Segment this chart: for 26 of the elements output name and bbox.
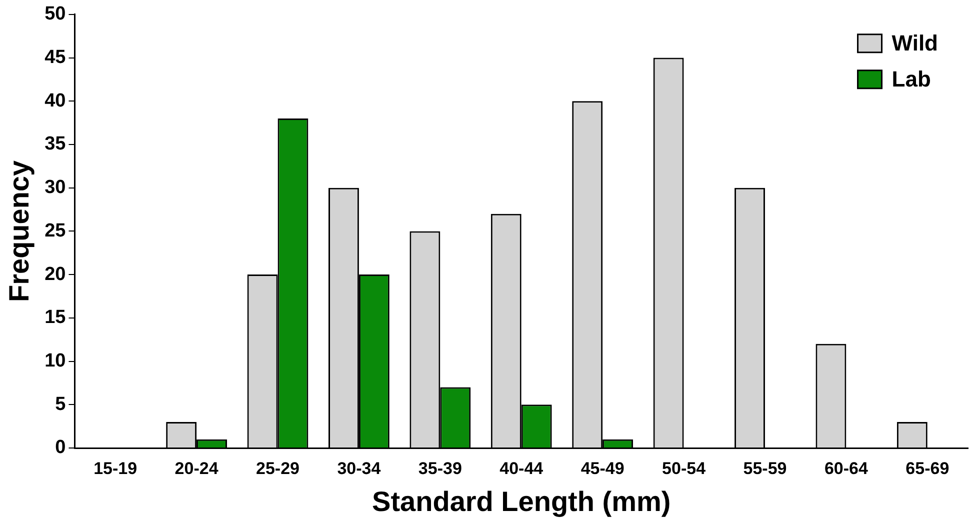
x-tick-label: 30-34: [337, 458, 382, 478]
y-tick-label: 35: [44, 134, 66, 155]
x-tick-label: 45-49: [580, 458, 624, 478]
x-tick-label: 50-54: [662, 458, 706, 478]
y-tick-label: 40: [44, 90, 66, 112]
x-tick-label: 60-64: [824, 458, 868, 478]
y-tick-label: 5: [55, 394, 66, 415]
y-tick-label: 25: [44, 220, 66, 242]
x-tick-label: 15-19: [94, 458, 138, 478]
y-tick-label: 20: [44, 264, 66, 285]
x-tick-label: 65-69: [906, 458, 950, 478]
x-axis-title: Standard Length (mm): [372, 486, 671, 517]
x-tick-label: 25-29: [256, 458, 300, 478]
y-axis-title: Frequency: [4, 160, 35, 302]
legend-label: Lab: [892, 66, 931, 92]
y-tick-label: 50: [44, 4, 66, 25]
x-tick-label: 55-59: [743, 458, 787, 478]
y-tick-label: 30: [44, 177, 66, 198]
legend-label: Wild: [892, 30, 938, 56]
y-tick-label: 15: [44, 307, 66, 328]
y-tick-label: 45: [44, 46, 66, 68]
y-tick-label: 0: [55, 437, 66, 458]
x-tick-label: 35-39: [418, 458, 462, 478]
x-tick-label: 20-24: [174, 458, 219, 478]
y-tick-label: 10: [44, 350, 66, 372]
x-tick-label: 40-44: [500, 458, 544, 478]
